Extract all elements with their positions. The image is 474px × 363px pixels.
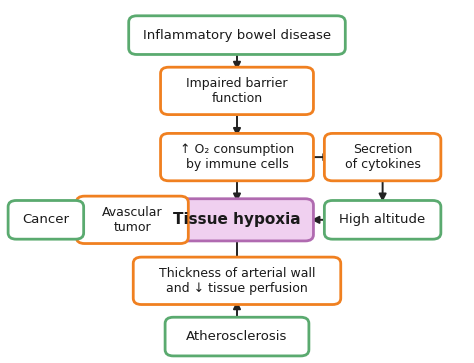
Text: Cancer: Cancer	[22, 213, 69, 227]
FancyBboxPatch shape	[161, 134, 313, 181]
FancyBboxPatch shape	[165, 317, 309, 356]
FancyBboxPatch shape	[324, 200, 441, 239]
Text: Impaired barrier
function: Impaired barrier function	[186, 77, 288, 105]
Text: ↑ O₂ consumption
by immune cells: ↑ O₂ consumption by immune cells	[180, 143, 294, 171]
FancyBboxPatch shape	[324, 134, 441, 181]
Text: High altitude: High altitude	[339, 213, 426, 227]
FancyBboxPatch shape	[76, 196, 188, 244]
Text: Secretion
of cytokines: Secretion of cytokines	[345, 143, 420, 171]
Text: Tissue hypoxia: Tissue hypoxia	[173, 212, 301, 227]
FancyBboxPatch shape	[161, 67, 313, 115]
Text: Atherosclerosis: Atherosclerosis	[186, 330, 288, 343]
Text: Thickness of arterial wall
and ↓ tissue perfusion: Thickness of arterial wall and ↓ tissue …	[159, 266, 315, 295]
FancyBboxPatch shape	[8, 200, 83, 239]
FancyBboxPatch shape	[129, 16, 345, 54]
FancyBboxPatch shape	[161, 199, 313, 241]
Text: Avascular
tumor: Avascular tumor	[102, 205, 163, 234]
Text: Inflammatory bowel disease: Inflammatory bowel disease	[143, 29, 331, 42]
FancyBboxPatch shape	[133, 257, 341, 305]
